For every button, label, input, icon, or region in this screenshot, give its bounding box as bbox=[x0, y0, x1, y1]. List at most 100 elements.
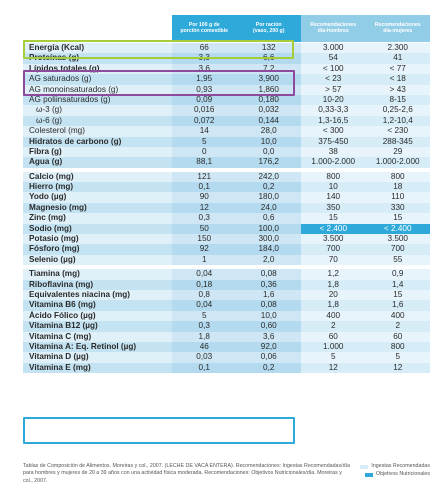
row-value: 92 bbox=[172, 244, 237, 255]
row-value: 0,1 bbox=[172, 182, 237, 193]
row-label: Fibra (g) bbox=[23, 146, 172, 158]
row-value: 1,6 bbox=[236, 289, 301, 301]
row-value: 800 bbox=[365, 341, 430, 353]
row-value: 0,25-2,6 bbox=[365, 105, 430, 116]
row-value: 375-450 bbox=[301, 136, 366, 147]
row-value: 0,93 bbox=[172, 84, 237, 95]
row-value: 1.000 bbox=[301, 341, 366, 353]
row-value: 110 bbox=[365, 192, 430, 203]
nutrition-table: Energía (Kcal) 66 132 3.000 2.300 Proteínas (… bbox=[23, 43, 430, 377]
row-label: Vitamina B6 (mg) bbox=[23, 300, 172, 311]
table-row: Vitamina B12 (µg) 0,3 0,60 2 2 bbox=[23, 321, 430, 332]
row-label: Potasio (mg) bbox=[23, 234, 172, 245]
row-value: 38 bbox=[301, 146, 366, 158]
row-value: 0,60 bbox=[236, 321, 301, 332]
legend-swatch-objectives bbox=[364, 472, 373, 477]
row-value: 29 bbox=[365, 146, 430, 158]
row-label: Vitamina C (mg) bbox=[23, 331, 172, 342]
row-value: 330 bbox=[365, 202, 430, 214]
row-value: 0,09 bbox=[172, 94, 237, 106]
row-value: 15 bbox=[365, 213, 430, 224]
row-value: < 77 bbox=[365, 63, 430, 75]
row-value: 0,1 bbox=[172, 362, 237, 374]
row-label: Vitamina D (µg) bbox=[23, 352, 172, 363]
row-value: 7,2 bbox=[236, 63, 301, 75]
table-row: Lípidos totales (g) 3,6 7,2 < 100 < 77 bbox=[23, 63, 430, 75]
row-value: 180,0 bbox=[236, 192, 301, 203]
table-row: Hierro (mg) 0,1 0,2 10 18 bbox=[23, 182, 430, 193]
table-row: Selenio (µg) 1 2,0 70 55 bbox=[23, 254, 430, 266]
table-row: Vitamina C (mg) 1,8 3,6 60 60 bbox=[23, 331, 430, 342]
row-label: Hidratos de carbono (g) bbox=[23, 136, 172, 147]
row-value: 1,4 bbox=[365, 279, 430, 290]
row-value: 5 bbox=[365, 352, 430, 363]
row-value: 100,0 bbox=[236, 223, 301, 235]
row-value: 1,95 bbox=[172, 74, 237, 85]
row-value: 1,3-16,5 bbox=[301, 115, 366, 127]
table-row: ω-6 (g) 0,072 0,144 1,3-16,5 1,2-10,4 bbox=[23, 115, 430, 127]
row-label: AG saturados (g) bbox=[23, 74, 172, 85]
row-value: 0,8 bbox=[172, 289, 237, 301]
table-section: Tiamina (mg) 0,04 0,08 1,2 0,9 Riboflavina (m… bbox=[23, 269, 430, 374]
row-value: 54 bbox=[301, 53, 366, 64]
row-label: Lípidos totales (g) bbox=[23, 63, 172, 75]
row-label: Fósforo (mg) bbox=[23, 244, 172, 255]
row-value: 50 bbox=[172, 223, 237, 235]
table-row: Potasio (mg) 150 300,0 3.500 3.500 bbox=[23, 234, 430, 245]
table-row: Calcio (mg) 121 242,0 800 800 bbox=[23, 171, 430, 183]
header-rec-men: Recomendaciones día-hombres bbox=[301, 15, 366, 42]
table-row: AG monoinsaturados (g) 0,93 1,860 > 57 > 43 bbox=[23, 84, 430, 95]
row-value: 41 bbox=[365, 53, 430, 64]
row-label: ω-3 (g) bbox=[23, 105, 172, 116]
table-row: Magnesio (mg) 12 24,0 350 330 bbox=[23, 202, 430, 214]
table-row: Energía (Kcal) 66 132 3.000 2.300 bbox=[23, 43, 430, 54]
footnote: Tablas de Composición de Alimentos. More… bbox=[23, 463, 430, 485]
row-label: Calcio (mg) bbox=[23, 171, 172, 183]
legend-intake: Ingestas Recomendadas bbox=[360, 463, 430, 470]
highlight-box-blue bbox=[23, 417, 295, 444]
row-value: 15 bbox=[301, 213, 366, 224]
table-row: AG saturados (g) 1,95 3,900 < 23 < 18 bbox=[23, 74, 430, 85]
table-row: AG poliinsaturados (g) 0,09 0,180 10-20 8-15 bbox=[23, 94, 430, 106]
row-value: < 2.400 bbox=[365, 223, 430, 235]
row-value: 2 bbox=[301, 321, 366, 332]
row-value: 2 bbox=[365, 321, 430, 332]
row-value: 700 bbox=[301, 244, 366, 255]
row-label: Riboflavina (mg) bbox=[23, 279, 172, 290]
row-value: 24,0 bbox=[236, 202, 301, 214]
footnote-text: Tablas de Composición de Alimentos. More… bbox=[23, 463, 350, 484]
row-value: 92,0 bbox=[236, 341, 301, 353]
row-value: 18 bbox=[365, 182, 430, 193]
row-label: ω-6 (g) bbox=[23, 115, 172, 127]
row-value: 3.000 bbox=[301, 43, 366, 54]
row-value: 242,0 bbox=[236, 171, 301, 183]
row-value: 0,33-3,3 bbox=[301, 105, 366, 116]
header-per-serving: Por ración (vaso, 200 g) bbox=[236, 15, 301, 42]
row-value: 0,04 bbox=[172, 300, 237, 311]
row-value: 28,0 bbox=[236, 126, 301, 137]
table-row: Vitamina D (µg) 0,03 0,06 5 5 bbox=[23, 352, 430, 363]
row-value: 0,180 bbox=[236, 94, 301, 106]
row-value: 0,032 bbox=[236, 105, 301, 116]
legend-objectives: Objetivos Nutricionales bbox=[364, 471, 430, 478]
row-value: 5 bbox=[301, 352, 366, 363]
row-value: 700 bbox=[365, 244, 430, 255]
row-label: Agua (g) bbox=[23, 157, 172, 168]
row-value: 60 bbox=[365, 331, 430, 342]
row-value: 1,860 bbox=[236, 84, 301, 95]
legend-label-objectives: Objetivos Nutricionales bbox=[375, 471, 430, 477]
row-value: 12 bbox=[301, 362, 366, 374]
table-row: Fósforo (mg) 92 184,0 700 700 bbox=[23, 244, 430, 255]
row-label: Yodo (µg) bbox=[23, 192, 172, 203]
row-value: 66 bbox=[172, 43, 237, 54]
row-value: 12 bbox=[172, 202, 237, 214]
legend-label-intake: Ingestas Recomendadas bbox=[371, 463, 430, 469]
highlight-box-green bbox=[23, 40, 294, 59]
row-value: 70 bbox=[301, 254, 366, 266]
row-value: 20 bbox=[301, 289, 366, 301]
row-value: 0,016 bbox=[172, 105, 237, 116]
row-value: 800 bbox=[365, 171, 430, 183]
row-value: 3,900 bbox=[236, 74, 301, 85]
row-value: > 43 bbox=[365, 84, 430, 95]
